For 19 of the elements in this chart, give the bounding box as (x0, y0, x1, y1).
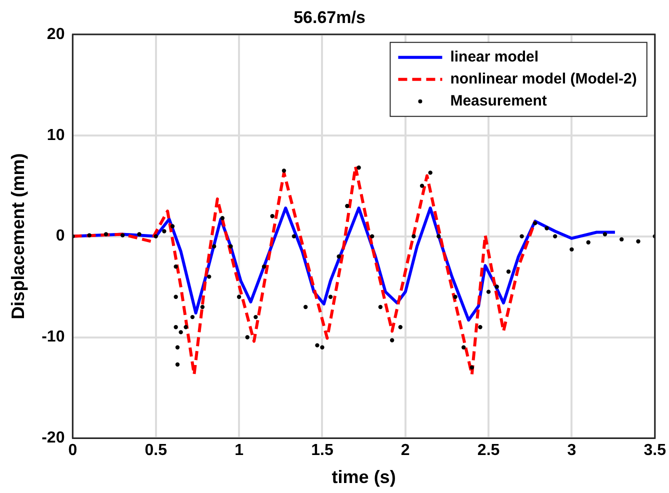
y-tick-label: 20 (46, 26, 65, 43)
x-tick-label: 2 (400, 442, 410, 460)
legend-label: Measurement (450, 92, 547, 110)
x-tick-label: 3.5 (644, 442, 666, 460)
y-axis-title: Displacement (mm) (8, 153, 28, 320)
x-axis-title: time (s) (332, 467, 396, 488)
y-tick-label: -10 (42, 328, 65, 346)
x-tick-label: 3 (567, 442, 576, 460)
x-tick-label: 1.5 (311, 442, 334, 460)
y-tick-label: 0 (56, 228, 65, 245)
y-tick-label: 10 (46, 126, 65, 144)
x-tick-label: 1 (234, 442, 244, 460)
x-tick-label: 0.5 (144, 442, 168, 460)
legend-label: linear model (450, 48, 539, 66)
y-tick-label: -20 (42, 430, 65, 447)
chart-title: 56.67m/s (294, 8, 366, 27)
legend-label: nonlinear model (Model-2) (450, 70, 637, 88)
x-tick-label: 2.5 (477, 442, 500, 460)
x-tick-label: 0 (68, 442, 78, 460)
